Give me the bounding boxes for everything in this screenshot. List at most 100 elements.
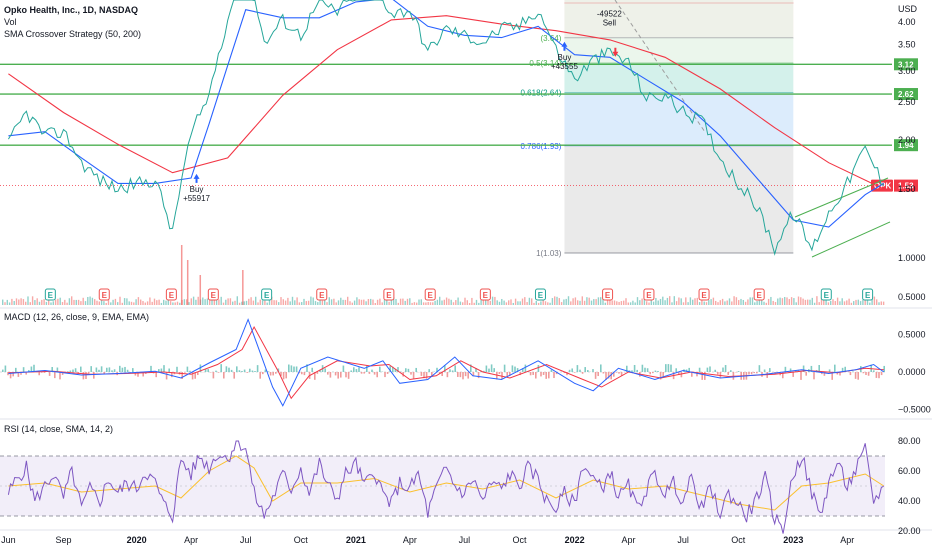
macd-histogram-bar (607, 372, 610, 379)
volume-bar (209, 299, 211, 305)
macd-histogram-bar (615, 372, 618, 373)
macd-histogram-bar (841, 367, 844, 372)
macd-histogram-bar (412, 372, 415, 379)
macd-histogram-bar (857, 372, 859, 380)
macd-histogram-bar (51, 367, 53, 372)
volume-bar (777, 298, 779, 305)
macd-histogram-bar (584, 367, 586, 372)
macd-histogram-bar (571, 368, 573, 372)
rsi-tick-label: 60.00 (898, 466, 921, 476)
volume-bar (195, 299, 197, 305)
volume-bar (135, 299, 137, 305)
macd-histogram-bar (831, 372, 833, 380)
volume-bar (275, 300, 278, 305)
volume-bar (698, 302, 701, 305)
volume-bar (834, 301, 836, 305)
fibonacci-retracement[interactable]: (3.64)0.5(3.14)0.618(2.64)0.786(1.93)1(1… (521, 0, 794, 258)
volume-bar (772, 300, 774, 305)
volume-bar (71, 296, 73, 305)
volume-bar (825, 296, 827, 305)
macd-histogram-bar (436, 367, 438, 372)
time-axis[interactable]: Jun Sep 2020 Apr Jul Oct 2021 Apr Jul Oct 2022 Apr J… (1, 535, 854, 545)
volume-bar (50, 302, 52, 305)
macd-histogram-bar (477, 372, 480, 379)
macd-histogram-bar (41, 372, 43, 373)
price-tick-label: 1.0000 (898, 253, 926, 263)
macd-histogram-bar (800, 372, 802, 380)
macd-histogram-bar (269, 372, 272, 376)
macd-histogram-bar (451, 370, 454, 372)
macd-histogram-bar (670, 364, 672, 372)
macd-histogram-bar (719, 372, 722, 378)
macd-histogram-bar (82, 372, 85, 380)
volume-bar (588, 297, 590, 305)
volume-bar (61, 302, 64, 305)
macd-histogram-bar (311, 367, 313, 372)
volume-bar (554, 296, 556, 305)
channel-lower-line[interactable] (811, 221, 891, 258)
volume-bar (457, 297, 459, 305)
macd-histogram-bar (750, 372, 753, 375)
macd-histogram-bar (384, 372, 386, 378)
volume-bar (784, 297, 786, 305)
volume-bar (319, 296, 321, 305)
macd-histogram-bar (69, 370, 72, 372)
time-tick-label: Oct (731, 535, 746, 545)
volume-bar (678, 297, 680, 305)
macd-histogram-bar (181, 372, 183, 379)
earnings-marker (165, 288, 177, 301)
macd-histogram-bar (249, 368, 251, 372)
rsi-pane[interactable]: RSI (14, close, SMA, 14, 2) 80.00 60.00 40… (0, 424, 921, 536)
volume-bar (13, 301, 15, 305)
volume-bar (142, 301, 144, 305)
volume-bar (519, 301, 521, 305)
macd-histogram-bar (626, 365, 628, 372)
macd-pane[interactable]: MACD (12, 26, close, 9, EMA, EMA) 0.5000… (0, 312, 931, 415)
volume-bar (496, 300, 498, 305)
volume-bar (544, 301, 547, 305)
trend-dashed-line[interactable] (614, 0, 706, 133)
volume-bar (581, 296, 583, 305)
volume-bar (648, 302, 650, 305)
macd-histogram-bar (597, 372, 599, 377)
macd-histogram-bar (275, 372, 277, 374)
macd-histogram-bar (254, 371, 256, 372)
sell-signal-qty: -49522 (597, 10, 622, 19)
volume-bar (289, 301, 291, 305)
level-tag-label: 3.12 (898, 60, 914, 69)
volume-bar (616, 301, 618, 305)
currency-label: USD (898, 4, 918, 14)
macd-histogram-bar (353, 367, 355, 372)
volume-bar (475, 299, 478, 305)
symbol-tag-label: OPK (874, 182, 892, 191)
macd-histogram-bar (464, 372, 467, 377)
volume-bar (797, 296, 800, 305)
volume-bar (471, 297, 473, 305)
macd-histogram-bar (243, 369, 246, 372)
macd-histogram-bar (722, 367, 724, 372)
earnings-marker-label: E (211, 291, 217, 300)
earnings-marker (383, 288, 395, 301)
macd-histogram-bar (246, 372, 248, 373)
macd-histogram-bar (592, 369, 594, 372)
volume-bar (370, 298, 372, 305)
volume-bar (570, 301, 572, 305)
volume-bar (176, 301, 179, 305)
macd-histogram-bar (43, 372, 46, 373)
macd-histogram-bar (22, 367, 25, 372)
volume-bar (397, 302, 399, 305)
horizontal-levels[interactable]: 3.12 2.62 1.94 OPK 1.53 (0, 58, 918, 192)
macd-histogram-bar (220, 364, 222, 372)
volume-bar (551, 298, 554, 305)
price-axis[interactable]: USD 4.00 3.50 3.00 2.50 2.00 1.50 1.0000 0.5000 (898, 4, 926, 302)
macd-histogram-bar (98, 369, 100, 372)
volume-bar (537, 302, 540, 305)
macd-histogram-bar (355, 369, 358, 372)
macd-histogram-bar (168, 368, 170, 372)
volume-bar (11, 298, 13, 305)
macd-histogram-bar (262, 372, 264, 375)
volume-bar (733, 296, 735, 305)
macd-histogram-bar (225, 366, 228, 372)
volume-bar (712, 297, 715, 305)
